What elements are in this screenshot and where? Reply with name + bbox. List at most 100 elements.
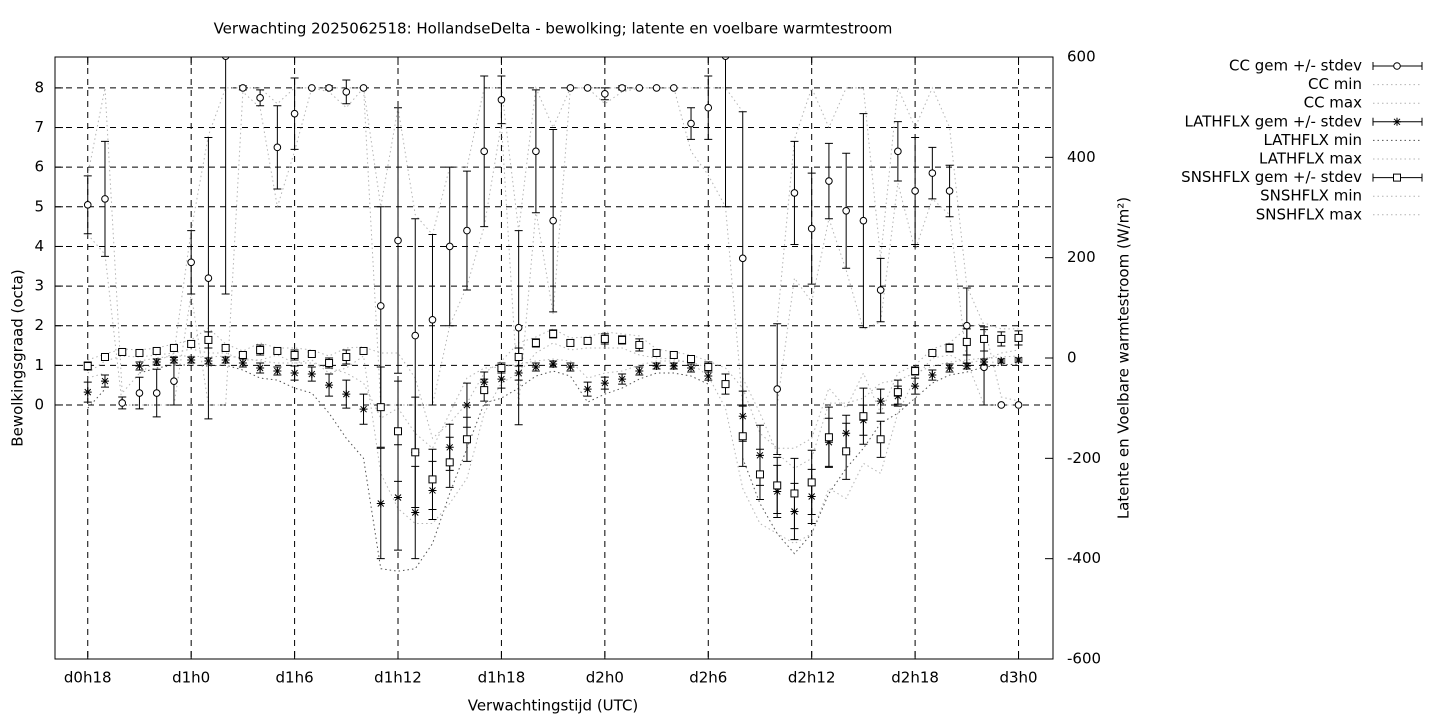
marker	[549, 329, 558, 338]
marker	[135, 389, 144, 397]
marker	[290, 109, 299, 118]
marker	[290, 369, 299, 378]
marker	[618, 84, 626, 92]
marker	[308, 84, 316, 92]
marker	[635, 367, 644, 376]
marker	[963, 321, 971, 330]
y-tick-label: 3	[34, 277, 44, 295]
range-line	[139, 364, 709, 572]
y2-tick-label: -200	[1067, 449, 1101, 467]
y2-axis-label: Latente en Voelbare warmtestroom (W/m²)	[1115, 197, 1133, 519]
marker	[859, 412, 868, 421]
error-bar	[221, 57, 230, 295]
marker	[1393, 173, 1401, 182]
marker	[531, 363, 540, 372]
marker	[152, 389, 161, 397]
marker	[359, 346, 368, 355]
marker	[704, 372, 713, 381]
marker	[100, 377, 109, 386]
marker	[169, 356, 178, 365]
marker	[462, 401, 471, 410]
marker	[911, 187, 919, 195]
y2-tick-label: 200	[1067, 248, 1096, 266]
marker	[1393, 62, 1401, 70]
y-tick-label: 5	[34, 197, 44, 215]
marker	[807, 478, 816, 487]
marker	[687, 355, 696, 364]
x-tick-label: d1h6	[276, 669, 314, 687]
marker	[893, 388, 902, 397]
error-bar	[721, 57, 730, 208]
legend-label: SNSHFLX min	[1260, 187, 1362, 205]
marker	[928, 348, 937, 357]
y2-tick-label: -600	[1067, 650, 1101, 668]
marker	[790, 489, 799, 498]
x-axis-label: Verwachtingstijd (UTC)	[468, 697, 639, 715]
marker	[1014, 356, 1023, 365]
marker	[83, 388, 92, 397]
marker	[359, 405, 368, 414]
marker	[825, 177, 833, 185]
marker	[1014, 333, 1023, 342]
marker	[997, 401, 1006, 409]
marker	[152, 358, 161, 367]
marker	[911, 367, 920, 376]
y-tick-label: 1	[34, 356, 44, 374]
marker	[463, 226, 471, 235]
marker	[359, 84, 368, 92]
marker	[652, 362, 661, 371]
y2-tick-label: 0	[1067, 349, 1077, 367]
y-tick-label: 0	[34, 395, 44, 413]
marker	[411, 508, 420, 517]
legend-label: SNSHFLX gem +/- stdev	[1181, 168, 1362, 186]
y-tick-label: 7	[34, 118, 44, 136]
marker	[755, 470, 764, 479]
marker	[928, 169, 937, 177]
marker	[566, 84, 575, 92]
marker	[738, 254, 747, 263]
marker	[480, 386, 489, 395]
legend-label: CC max	[1304, 94, 1363, 112]
legend-label: LATHFLX min	[1263, 131, 1362, 149]
marker	[773, 385, 782, 393]
marker	[549, 360, 558, 369]
marker	[945, 364, 954, 373]
range-line	[776, 182, 1019, 406]
y-axis-label: Bewolkingsgraad (octa)	[9, 269, 27, 446]
marker	[445, 458, 454, 467]
y2-tick-label: 600	[1067, 48, 1096, 66]
marker	[876, 286, 885, 294]
marker	[635, 340, 644, 349]
x-tick-label: d2h12	[788, 669, 836, 687]
marker	[980, 358, 989, 367]
marker	[1014, 401, 1023, 409]
marker	[428, 315, 437, 324]
marker	[807, 224, 816, 233]
y-tick-label: 8	[34, 78, 44, 96]
marker	[549, 216, 557, 225]
marker	[307, 370, 316, 379]
marker	[325, 381, 334, 390]
marker	[635, 84, 644, 92]
x-tick-label: d2h0	[586, 669, 624, 687]
legend-label: CC min	[1308, 75, 1362, 93]
marker	[118, 399, 127, 407]
marker	[221, 57, 230, 61]
x-tick-label: d0h18	[64, 669, 112, 687]
marker	[824, 433, 833, 442]
marker	[514, 369, 523, 378]
marker	[945, 343, 954, 352]
y-tick-label: 6	[34, 158, 44, 176]
marker	[221, 343, 230, 352]
marker	[601, 90, 609, 98]
marker	[101, 195, 109, 203]
marker	[997, 357, 1006, 366]
marker	[600, 334, 609, 343]
marker	[531, 338, 540, 347]
range-line	[87, 86, 744, 395]
marker	[497, 364, 506, 373]
marker	[669, 84, 678, 92]
